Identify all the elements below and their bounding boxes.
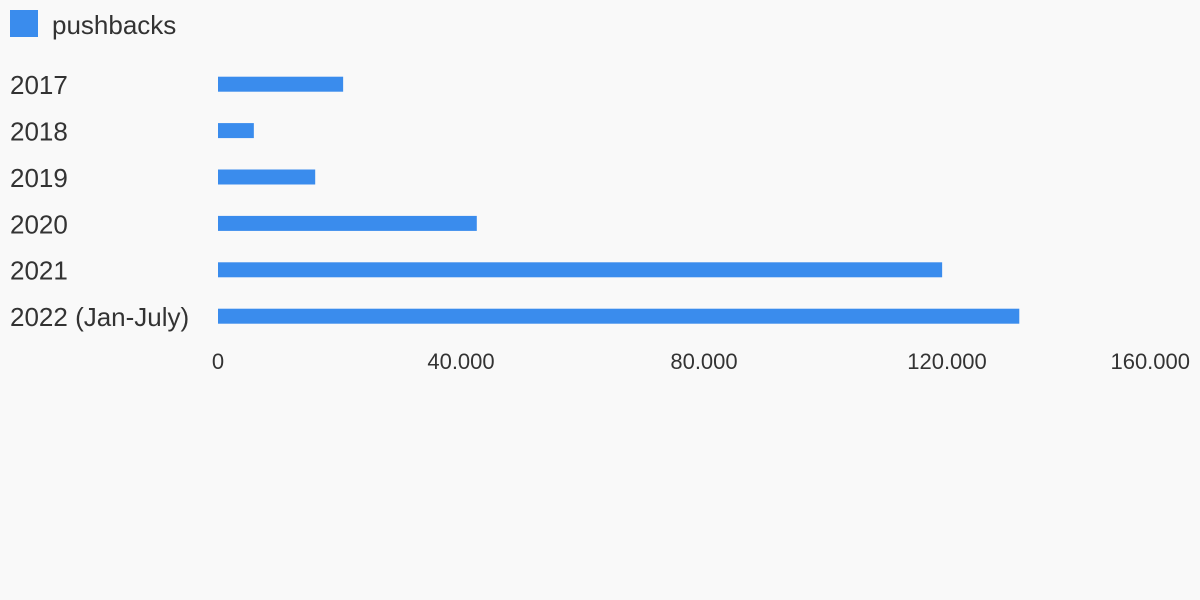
- x-tick-label: 40.000: [427, 349, 494, 374]
- y-tick-label: 2022 (Jan-July): [10, 302, 189, 332]
- bar: [218, 76, 344, 92]
- y-tick-label: 2019: [10, 163, 68, 193]
- bar: [218, 262, 943, 278]
- x-tick-label: 80.000: [670, 349, 737, 374]
- bar: [218, 123, 254, 139]
- y-tick-label: 2021: [10, 256, 68, 286]
- y-tick-label: 2018: [10, 116, 68, 146]
- legend-swatch: [10, 10, 38, 37]
- x-tick-label: 160.000: [1110, 349, 1190, 374]
- legend-label: pushbacks: [52, 10, 176, 40]
- bar: [218, 169, 316, 185]
- x-tick-label: 0: [212, 349, 224, 374]
- bar: [218, 215, 477, 231]
- bar: [218, 308, 1020, 324]
- y-tick-label: 2020: [10, 209, 68, 239]
- x-tick-label: 120.000: [907, 349, 987, 374]
- y-tick-label: 2017: [10, 70, 68, 100]
